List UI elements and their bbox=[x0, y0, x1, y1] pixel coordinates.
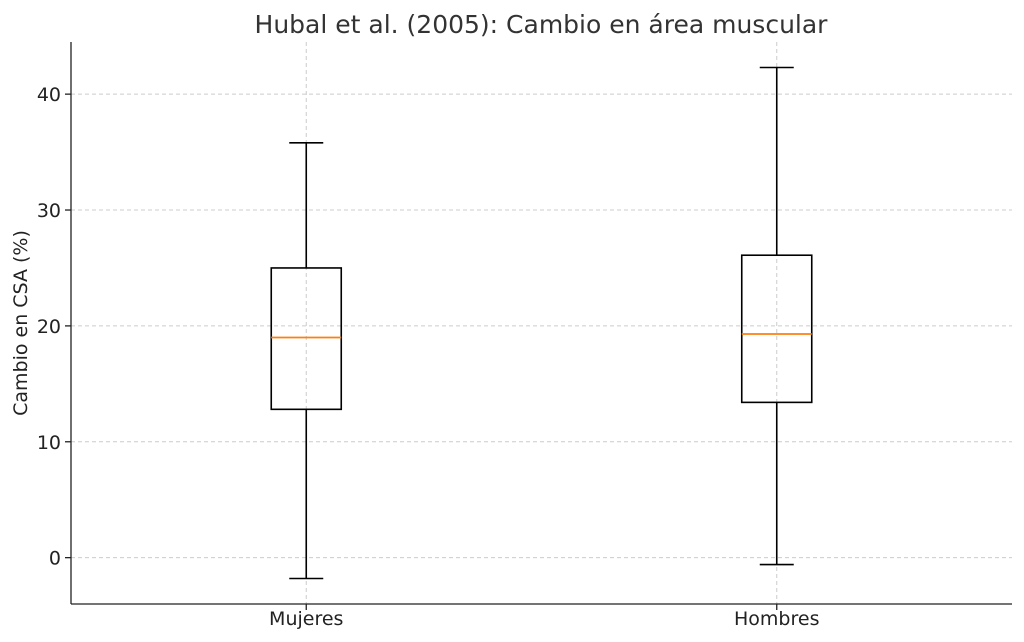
y-tick-label-10: 10 bbox=[37, 432, 61, 454]
chart-title: Hubal et al. (2005): Cambio en área musc… bbox=[255, 10, 829, 39]
y-tick-label-40: 40 bbox=[37, 84, 61, 106]
box-group-hombres bbox=[740, 66, 813, 566]
grid-lines bbox=[71, 42, 1012, 604]
axes bbox=[65, 42, 1012, 610]
box-group-mujeres bbox=[270, 142, 343, 580]
box-mujeres bbox=[270, 267, 343, 411]
y-axis-label: Cambio en CSA (%) bbox=[10, 230, 32, 416]
box-hombres bbox=[740, 254, 813, 404]
y-tick-label-0: 0 bbox=[49, 548, 61, 570]
y-tick-label-30: 30 bbox=[37, 200, 61, 222]
x-tick-label-mujeres: Mujeres bbox=[269, 608, 343, 630]
boxes bbox=[270, 66, 813, 580]
x-tick-label-hombres: Hombres bbox=[734, 608, 819, 630]
tick-labels: 0 10 20 30 40 Mujeres Hombres bbox=[37, 84, 820, 630]
y-tick-label-20: 20 bbox=[37, 316, 61, 338]
